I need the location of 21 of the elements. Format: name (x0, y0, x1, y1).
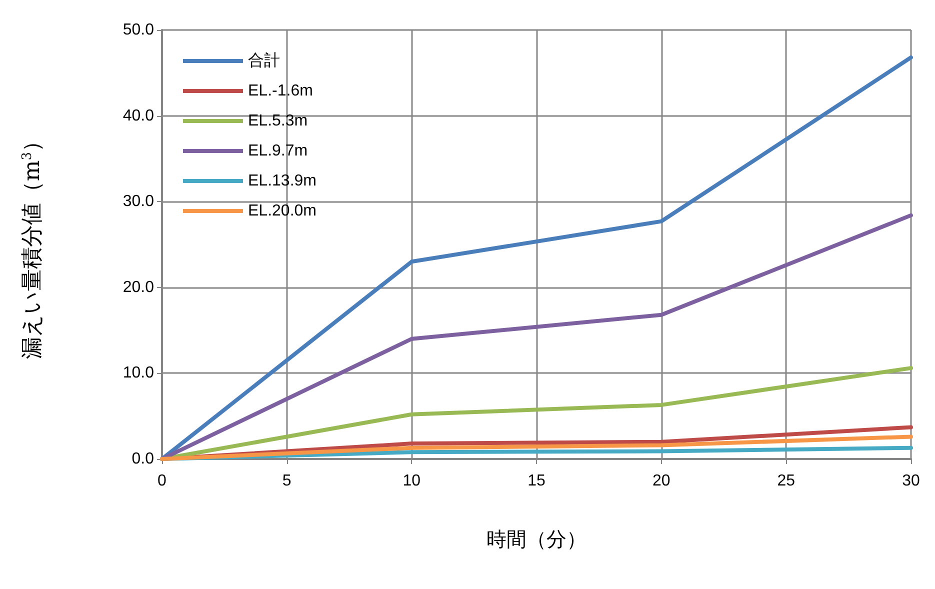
x-tick-label: 30 (902, 472, 920, 490)
legend-label: EL.20.0m (248, 202, 316, 220)
x-tick-label: 20 (652, 472, 670, 490)
legend-label: EL.13.9m (248, 172, 316, 190)
y-tick-label: 50.0 (122, 22, 154, 38)
y-axis-title: 漏えい量積分値（m3） (20, 130, 45, 360)
y-tick-label: 20.0 (122, 278, 154, 296)
x-tick-label: 10 (402, 472, 421, 490)
legend-label: EL.-1.6m (248, 82, 313, 100)
x-tick-label: 5 (282, 472, 292, 490)
x-tick-label: 15 (528, 472, 546, 490)
legend-label: EL.5.3m (248, 112, 308, 130)
legend-label: 合計 (248, 52, 280, 70)
y-tick-label: 30.0 (122, 193, 154, 210)
x-tick-label: 0 (158, 472, 167, 490)
y-tick-label: 40.0 (122, 107, 154, 124)
x-axis-title: 時間（分） (486, 527, 586, 551)
legend-label: EL.9.7m (248, 142, 308, 160)
x-tick-label: 25 (777, 472, 796, 490)
y-tick-label: 10.0 (122, 364, 154, 382)
y-tick-label: 0.0 (132, 450, 154, 468)
